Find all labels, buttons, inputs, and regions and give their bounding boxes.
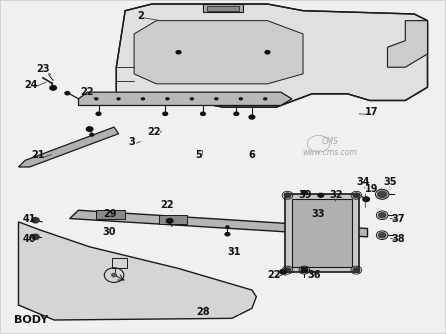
Circle shape xyxy=(352,267,360,273)
Text: 6: 6 xyxy=(248,150,255,160)
Circle shape xyxy=(89,133,95,137)
Text: 36: 36 xyxy=(307,270,321,280)
Circle shape xyxy=(263,97,268,101)
Circle shape xyxy=(200,112,206,116)
Text: BODY: BODY xyxy=(14,315,48,325)
Circle shape xyxy=(49,85,57,91)
Polygon shape xyxy=(134,21,303,84)
Circle shape xyxy=(377,190,388,198)
Bar xyxy=(112,259,128,269)
Bar xyxy=(207,6,239,11)
Circle shape xyxy=(31,217,40,223)
Circle shape xyxy=(165,97,169,101)
Circle shape xyxy=(378,212,387,218)
Text: 17: 17 xyxy=(365,107,379,117)
Text: 41: 41 xyxy=(23,213,36,223)
Circle shape xyxy=(362,196,370,202)
Text: 23: 23 xyxy=(36,64,50,74)
Text: 22: 22 xyxy=(268,270,281,280)
Text: 19: 19 xyxy=(365,184,379,194)
Circle shape xyxy=(31,233,40,240)
Circle shape xyxy=(95,112,102,116)
Text: 38: 38 xyxy=(392,233,405,243)
Text: 2: 2 xyxy=(137,11,144,21)
Circle shape xyxy=(94,97,99,101)
Text: 37: 37 xyxy=(392,213,405,223)
Circle shape xyxy=(378,232,387,238)
Circle shape xyxy=(300,267,308,273)
Polygon shape xyxy=(70,210,368,237)
Text: 34: 34 xyxy=(356,177,370,187)
Text: 24: 24 xyxy=(24,79,37,90)
Bar xyxy=(96,210,125,218)
Circle shape xyxy=(301,190,308,195)
Text: 22: 22 xyxy=(81,87,94,97)
Circle shape xyxy=(162,112,168,116)
Text: 30: 30 xyxy=(103,227,116,237)
Circle shape xyxy=(190,97,194,101)
Polygon shape xyxy=(116,4,428,107)
Circle shape xyxy=(86,126,94,132)
Text: 22: 22 xyxy=(147,127,161,137)
Bar xyxy=(292,199,352,267)
Circle shape xyxy=(284,267,292,273)
Circle shape xyxy=(111,273,117,278)
Circle shape xyxy=(264,50,271,54)
Text: CMS
www.cms.com: CMS www.cms.com xyxy=(302,137,357,157)
Text: 32: 32 xyxy=(330,190,343,200)
Circle shape xyxy=(116,97,121,101)
Text: 22: 22 xyxy=(161,200,174,210)
Text: 39: 39 xyxy=(298,190,312,200)
Bar xyxy=(158,215,187,223)
Circle shape xyxy=(64,91,70,96)
Circle shape xyxy=(233,112,240,116)
Bar xyxy=(203,4,243,12)
Circle shape xyxy=(225,225,230,228)
Circle shape xyxy=(317,193,324,198)
Circle shape xyxy=(165,218,173,224)
Circle shape xyxy=(214,97,219,101)
Circle shape xyxy=(352,192,360,198)
Circle shape xyxy=(248,115,256,120)
Circle shape xyxy=(284,192,292,198)
Circle shape xyxy=(175,50,182,54)
Circle shape xyxy=(279,269,287,275)
Text: 40: 40 xyxy=(23,233,36,243)
Bar xyxy=(285,194,359,272)
Text: 21: 21 xyxy=(32,150,45,160)
Text: 28: 28 xyxy=(196,307,210,317)
Text: 33: 33 xyxy=(312,208,325,218)
Polygon shape xyxy=(78,92,292,106)
Polygon shape xyxy=(18,222,256,320)
Text: 5: 5 xyxy=(195,150,202,160)
Circle shape xyxy=(239,97,243,101)
Circle shape xyxy=(141,97,145,101)
Text: 3: 3 xyxy=(128,137,135,147)
Text: 35: 35 xyxy=(383,177,396,187)
Text: 31: 31 xyxy=(227,247,241,257)
Polygon shape xyxy=(18,127,119,167)
Polygon shape xyxy=(388,21,428,67)
Text: 29: 29 xyxy=(103,208,116,218)
Circle shape xyxy=(224,232,231,236)
